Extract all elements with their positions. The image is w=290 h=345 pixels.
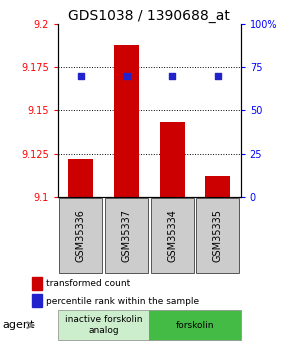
Text: forskolin: forskolin	[176, 321, 214, 330]
Point	[215, 73, 220, 79]
FancyBboxPatch shape	[58, 310, 149, 340]
FancyBboxPatch shape	[151, 198, 194, 273]
Text: GSM35334: GSM35334	[167, 209, 177, 262]
FancyBboxPatch shape	[105, 198, 148, 273]
FancyBboxPatch shape	[196, 198, 239, 273]
Text: transformed count: transformed count	[46, 279, 130, 288]
Text: percentile rank within the sample: percentile rank within the sample	[46, 297, 199, 306]
Bar	[205, 176, 231, 197]
Point	[124, 73, 129, 79]
FancyBboxPatch shape	[59, 198, 102, 273]
Text: GSM35336: GSM35336	[76, 209, 86, 262]
FancyBboxPatch shape	[149, 310, 241, 340]
Bar	[68, 159, 93, 197]
Point	[170, 73, 175, 79]
Text: GSM35337: GSM35337	[122, 209, 131, 262]
Bar	[32, 294, 42, 307]
Bar	[32, 277, 42, 290]
Text: inactive forskolin
analog: inactive forskolin analog	[65, 315, 142, 335]
Title: GDS1038 / 1390688_at: GDS1038 / 1390688_at	[68, 9, 230, 23]
Point	[79, 73, 83, 79]
Bar	[160, 122, 185, 197]
Bar	[114, 45, 139, 197]
Text: GSM35335: GSM35335	[213, 209, 223, 262]
Text: agent: agent	[2, 320, 35, 330]
